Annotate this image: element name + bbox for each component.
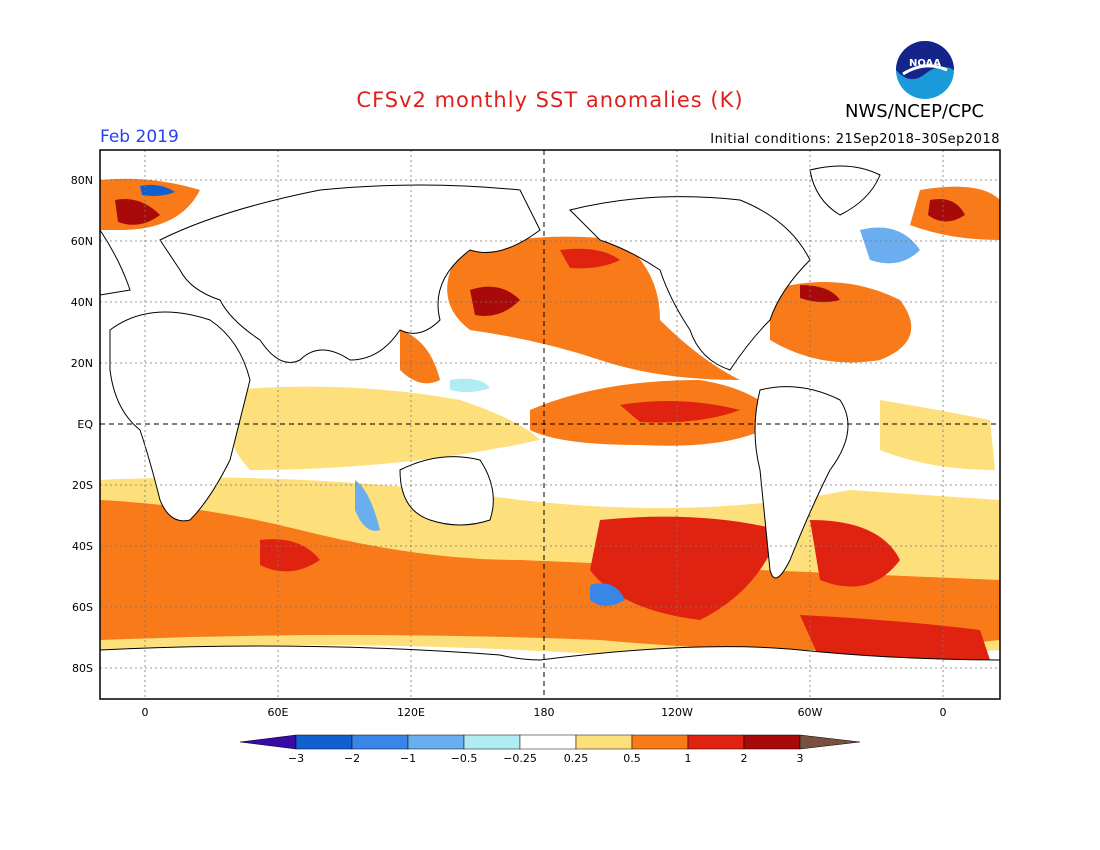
- lat-label: 80S: [72, 662, 93, 675]
- colorbar-max-arrow: [799, 734, 861, 750]
- continents: [100, 165, 1000, 699]
- lon-label: 0: [940, 706, 947, 719]
- graticule: [100, 150, 1000, 699]
- colorbar-label: −1: [400, 752, 416, 765]
- colorbar-swatch: [687, 734, 745, 750]
- colorbar: −3 −2 −1 −0.5 −0.25 0.25 0.5 1 2 3: [239, 734, 861, 765]
- map-frame: [99, 149, 1001, 700]
- lat-label: 40S: [72, 540, 93, 553]
- colorbar-label: 2: [741, 752, 748, 765]
- colorbar-swatch: [743, 734, 801, 750]
- colorbar-swatch: [463, 734, 521, 750]
- colorbar-label: 1: [685, 752, 692, 765]
- lon-label: 0: [142, 706, 149, 719]
- lat-axis: 80N 60N 40N 20N EQ 20S 40S 60S 80S: [71, 174, 94, 675]
- colorbar-swatch: [407, 734, 465, 750]
- colorbar-swatch: [295, 734, 353, 750]
- lon-label: 120W: [661, 706, 693, 719]
- colorbar-swatch: [519, 734, 577, 750]
- map-title: CFSv2 monthly SST anomalies (K): [356, 88, 744, 112]
- colorbar-label: −0.25: [503, 752, 537, 765]
- logo-text: NOAA: [909, 58, 941, 69]
- lat-label: 40N: [71, 296, 93, 309]
- lon-label: 120E: [397, 706, 425, 719]
- colorbar-label: 0.25: [564, 752, 589, 765]
- agency-label: NWS/NCEP/CPC: [845, 101, 985, 122]
- colorbar-min-arrow: [239, 734, 297, 750]
- anomaly-field: [100, 150, 1000, 699]
- lat-label: 80N: [71, 174, 93, 187]
- colorbar-swatch: [351, 734, 409, 750]
- lon-label: 180: [534, 706, 555, 719]
- lat-label: 60N: [71, 235, 93, 248]
- colorbar-label: 3: [797, 752, 804, 765]
- lat-label: EQ: [77, 418, 93, 431]
- colorbar-label: −3: [288, 752, 304, 765]
- lon-label: 60W: [798, 706, 823, 719]
- lat-label: 20S: [72, 479, 93, 492]
- noaa-logo: NOAA: [896, 41, 954, 99]
- valid-month: Feb 2019: [100, 127, 179, 147]
- colorbar-label: −0.5: [451, 752, 478, 765]
- lon-axis: 0 60E 120E 180 120W 60W 0: [142, 706, 947, 719]
- lon-label: 60E: [268, 706, 289, 719]
- equator-dateline: [100, 150, 1000, 699]
- initial-conditions: Initial conditions: 21Sep2018–30Sep2018: [710, 132, 1000, 147]
- colorbar-label: −2: [344, 752, 360, 765]
- colorbar-label: 0.5: [623, 752, 641, 765]
- lat-label: 20N: [71, 357, 93, 370]
- lat-label: 60S: [72, 601, 93, 614]
- colorbar-swatch: [631, 734, 689, 750]
- colorbar-swatch: [575, 734, 633, 750]
